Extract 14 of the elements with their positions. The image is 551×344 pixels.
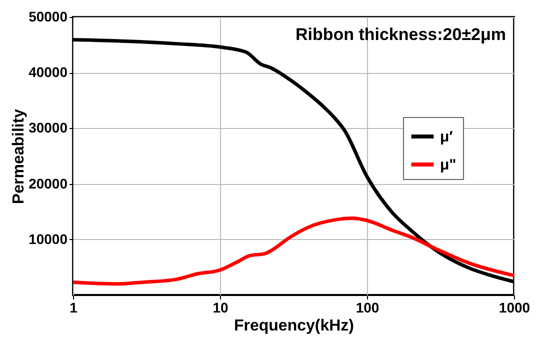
x-tick-label: 100	[356, 300, 380, 316]
legend-label: μ"	[440, 156, 456, 174]
y-tick-label: 50000	[28, 8, 68, 24]
x-axis-title: Frequency(kHz)	[234, 318, 354, 334]
y-tick-label: 20000	[28, 175, 68, 192]
y-axis-title: Permeability	[10, 108, 28, 204]
x-tick-label: 1000	[498, 300, 530, 316]
annotation: Ribbon thickness:20±2μm	[295, 25, 506, 44]
y-tick-label: 40000	[28, 64, 68, 80]
x-tick-label: 1	[70, 300, 78, 316]
legend-label: μ′	[440, 128, 454, 146]
x-tick-label: 10	[212, 300, 228, 316]
y-tick-label: 10000	[28, 230, 68, 247]
y-tick-label: 30000	[28, 120, 68, 136]
